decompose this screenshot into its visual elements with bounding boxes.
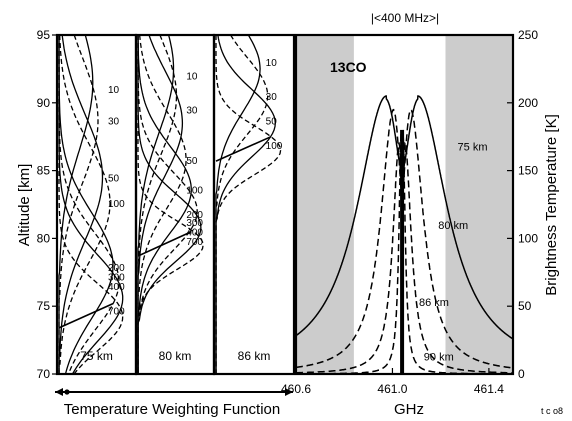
- right-y-axis-label: Brightness Temperature [K]: [543, 114, 560, 295]
- series-label: 75 km: [458, 141, 488, 153]
- panel-label: 80 km: [159, 349, 192, 363]
- curve-label: 10: [186, 72, 198, 83]
- left-y-tick-label: 70: [37, 367, 51, 381]
- right-y-tick-label: 200: [518, 96, 538, 110]
- right-x-axis-label: GHz: [394, 401, 424, 418]
- right-y-tick-label: 0: [518, 367, 525, 381]
- curve-label: 10: [108, 85, 120, 96]
- left-y-tick-label: 85: [37, 164, 51, 178]
- shaded-region: [445, 35, 513, 374]
- curve-label: 200: [186, 210, 203, 221]
- arrow-tail-dot-icon: [64, 389, 70, 395]
- panel-label: 75 km: [80, 349, 113, 363]
- curve-label: 700: [108, 306, 125, 317]
- curve-label: 400: [108, 282, 125, 293]
- weighting-curve: [58, 34, 104, 374]
- weighting-cutoff-line: [58, 302, 114, 329]
- right-x-tick-label: 461.0: [377, 382, 407, 396]
- weighting-curve: [137, 34, 175, 374]
- right-x-tick-label: 460.6: [281, 382, 311, 396]
- right-x-tick-label: 461.4: [474, 382, 504, 396]
- left-y-tick-label: 80: [37, 231, 51, 245]
- series-label: 90 km: [424, 351, 454, 363]
- weighting-curve: [137, 35, 204, 374]
- weighting-curve: [58, 34, 94, 374]
- arrow-head-left-icon: [55, 388, 63, 396]
- curve-label: 700: [186, 237, 203, 248]
- series-label: 80 km: [438, 220, 468, 232]
- right-y-tick-label: 100: [518, 231, 538, 245]
- weighting-panel-frame: [212, 33, 296, 376]
- weighting-cutoff-line: [215, 135, 272, 162]
- weighting-curve: [215, 34, 261, 374]
- curve-label: 30: [186, 106, 198, 117]
- curve-label: 300: [108, 272, 125, 283]
- curve-label: 200: [108, 263, 125, 274]
- left-y-tick-label: 75: [37, 299, 51, 313]
- figure-code: t c o8: [541, 406, 563, 416]
- weighting-curve: [137, 35, 192, 374]
- curve-label: 30: [266, 92, 278, 103]
- weighting-curve: [137, 34, 178, 374]
- curve-label: 100: [186, 186, 203, 197]
- left-y-tick-label: 95: [37, 28, 51, 42]
- right-y-tick-label: 150: [518, 164, 538, 178]
- shaded-region: [296, 35, 354, 374]
- curve-label: 50: [186, 156, 198, 167]
- curve-label: 50: [266, 116, 278, 127]
- brightness-temperature-chart: 460.6 461.0 461.4 0 50 100 150 200 250 75 km 80 …: [281, 11, 560, 418]
- weighting-curve: [215, 34, 269, 374]
- series-line: [295, 108, 514, 369]
- curve-label: 30: [108, 116, 120, 127]
- weighting-curve: [58, 34, 111, 374]
- weighting-cutoff-line: [137, 230, 192, 257]
- left-y-axis-label: Altitude [km]: [16, 164, 33, 247]
- left-x-axis-label: Temperature Weighting Function: [64, 401, 281, 418]
- series-line: [296, 141, 513, 374]
- panel-label: 86 km: [238, 349, 271, 363]
- weighting-curve: [137, 35, 202, 374]
- isotope-annotation: 13CO: [330, 59, 367, 75]
- curve-label: 400: [186, 228, 203, 239]
- curve-label: 50: [108, 173, 120, 184]
- right-plot-frame: [294, 33, 515, 376]
- right-y-tick-label: 250: [518, 28, 538, 42]
- weighting-curve: [215, 34, 276, 374]
- line-core: [400, 129, 405, 374]
- curve-label: 10: [266, 58, 278, 69]
- curve-label: 100: [108, 199, 125, 210]
- weighting-curve: [137, 35, 198, 374]
- arrow-head-right-icon: [285, 388, 293, 396]
- curve-label: 100: [266, 141, 283, 152]
- weighting-curve: [137, 34, 187, 374]
- weighting-panel: 10 30 50 100 86 km: [212, 33, 296, 376]
- right-y-tick-label: 50: [518, 299, 532, 313]
- curve-label: 300: [186, 218, 203, 229]
- left-y-tick-label: 90: [37, 96, 51, 110]
- weighting-curve: [58, 35, 114, 375]
- bandwidth-title: |<400 MHz>|: [371, 11, 439, 25]
- series-label: 86 km: [419, 297, 449, 309]
- weighting-panel-frame: [134, 33, 216, 376]
